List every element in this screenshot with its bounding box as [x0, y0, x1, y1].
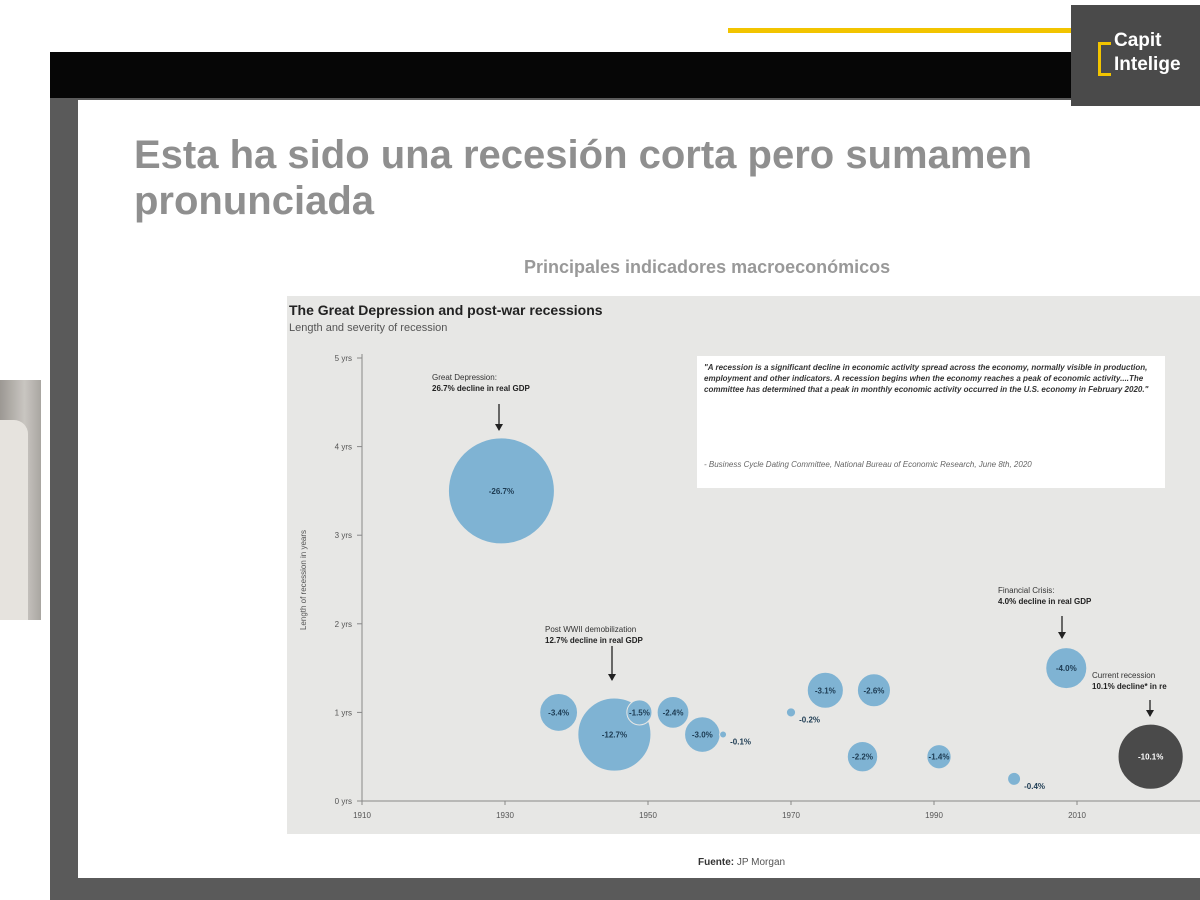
bubble-point [785, 707, 797, 718]
slide-title: Esta ha sido una recesión corta pero sum… [134, 132, 1200, 224]
chart-title: The Great Depression and post-war recess… [289, 302, 603, 318]
bubble-value-label: -0.4% [1024, 782, 1045, 791]
bubble-point [806, 671, 844, 709]
bubble-point [1117, 723, 1184, 790]
bubble-value-label: -1.5% [629, 708, 650, 717]
annotation-arrowhead [1146, 710, 1154, 717]
x-tick-label: 1950 [639, 811, 657, 820]
bubble-point [1045, 647, 1088, 690]
annotation-title: Current recession [1092, 671, 1155, 680]
bubble-point [856, 673, 891, 708]
brand-name-line1: Capit [1114, 30, 1162, 51]
bubble-point [1007, 771, 1022, 786]
bubble-value-label: -12.7% [602, 731, 627, 740]
y-tick-label: 4 yrs [335, 443, 352, 452]
brand-logo [1071, 5, 1200, 106]
quote-box [697, 356, 1165, 488]
bubble-point [656, 696, 690, 729]
annotation-detail: 12.7% decline in real GDP [545, 636, 643, 645]
bubble-point [447, 437, 555, 545]
x-tick-label: 1930 [496, 811, 514, 820]
brand-name-line2: Intelige [1114, 54, 1181, 75]
annotation-arrowhead [608, 674, 616, 681]
slide-title-line1: Esta ha sido una recesión corta pero sum… [134, 133, 1033, 177]
header-accent-line [728, 28, 1073, 33]
presentation-top-bar [50, 52, 1080, 98]
x-tick-label: 1970 [782, 811, 800, 820]
annotation-arrowhead [495, 424, 503, 431]
bubble-value-label: -3.0% [692, 731, 713, 740]
bubble-value-label: -0.1% [730, 738, 751, 747]
y-tick-label: 2 yrs [335, 620, 352, 629]
slide-title-line2: pronunciada [134, 179, 375, 223]
x-tick-label: 2010 [1068, 811, 1086, 820]
y-tick-label: 0 yrs [335, 797, 352, 806]
bubble-value-label: -2.2% [852, 753, 873, 762]
annotation-detail: 26.7% decline in real GDP [432, 384, 530, 393]
bubble-point [626, 699, 653, 726]
x-tick-label: 1910 [353, 811, 371, 820]
y-tick-label: 1 yrs [335, 708, 352, 717]
bubble-point [539, 692, 579, 732]
bubble-value-label: -3.1% [815, 686, 836, 695]
source-value: JP Morgan [736, 857, 786, 868]
annotation-title: Financial Crisis: [998, 586, 1054, 595]
bubble-point [719, 730, 728, 739]
bubble-point [846, 740, 879, 773]
source-note: Fuente: JP Morgan [698, 857, 785, 868]
annotation-detail: 10.1% decline* in re [1092, 682, 1167, 691]
bubble-value-label: -26.7% [489, 487, 514, 496]
y-tick-label: 5 yrs [335, 354, 352, 363]
presenter-figure [0, 420, 28, 620]
annotation-arrowhead [1058, 632, 1066, 639]
quote-citation: - Business Cycle Dating Committee, Natio… [704, 460, 1032, 469]
y-tick-label: 3 yrs [335, 531, 352, 540]
chart-subtitle: Length and severity of recession [289, 322, 448, 334]
bubble-value-label: -10.1% [1138, 753, 1163, 762]
annotation-title: Post WWII demobilization [545, 625, 636, 634]
quote-text: "A recession is a significant decline in… [704, 363, 1149, 394]
bubble-value-label: -3.4% [548, 708, 569, 717]
annotation-title: Great Depression: [432, 373, 497, 382]
annotation-detail: 4.0% decline in real GDP [998, 597, 1092, 606]
presenter-webcam-thumbnail [0, 380, 41, 620]
bubble-value-label: -2.6% [863, 686, 884, 695]
y-axis-title: Length of recession in years [299, 530, 308, 630]
source-label: Fuente: [698, 857, 735, 868]
bubble-point [926, 744, 952, 770]
bubble-value-label: -1.4% [929, 753, 950, 762]
slide-subtitle: Principales indicadores macroeconómicos [524, 257, 891, 277]
x-tick-label: 1990 [925, 811, 943, 820]
logo-bracket-icon [1098, 42, 1111, 76]
bubble-value-label: -4.0% [1056, 664, 1077, 673]
bubble-value-label: -2.4% [663, 708, 684, 717]
bubble-value-label: -0.2% [799, 715, 820, 724]
